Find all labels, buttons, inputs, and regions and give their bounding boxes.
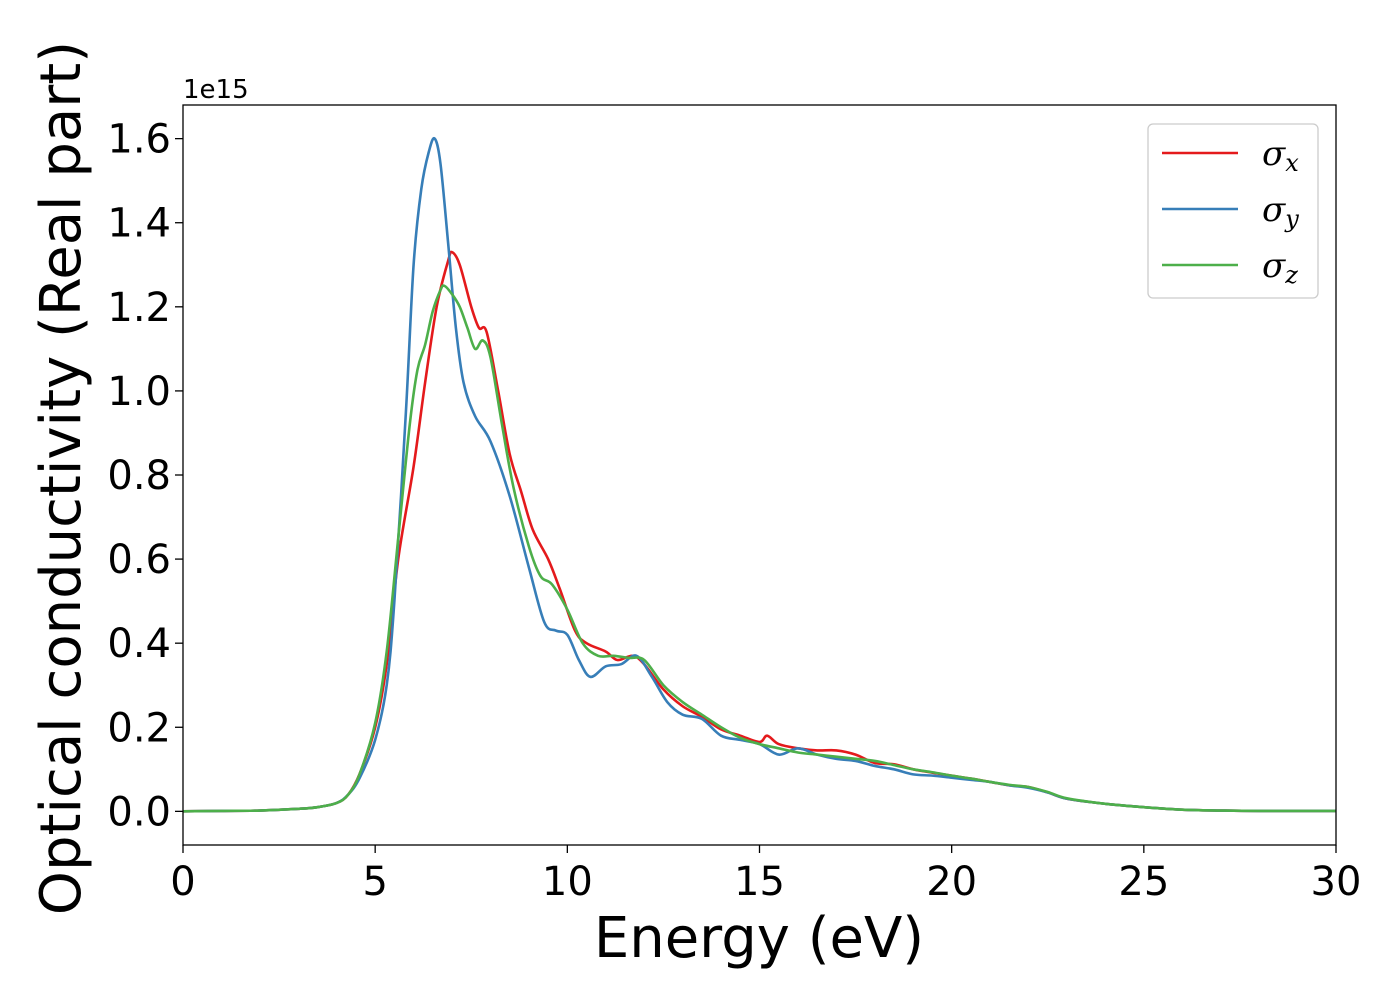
legend-entries: σx σy σz bbox=[1162, 134, 1299, 289]
y-tick-label: 1.4 bbox=[107, 201, 171, 247]
series-layer bbox=[182, 136, 1337, 813]
y-tick-label: 0.4 bbox=[107, 621, 171, 667]
x-tick-label: 10 bbox=[542, 859, 593, 905]
x-tick-label: 20 bbox=[926, 859, 977, 905]
series-line-sigma-z bbox=[182, 284, 1337, 813]
y-offset-label: 1e15 bbox=[183, 75, 249, 105]
y-tick-label: 0.6 bbox=[107, 537, 171, 583]
y-axis: 0.0 0.2 0.4 0.6 0.8 1.0 1.2 1.4 1.6 bbox=[107, 117, 183, 835]
legend-label-sigma-x: σx bbox=[1262, 134, 1299, 177]
x-tick-label: 5 bbox=[362, 859, 387, 905]
y-tick-label: 0.0 bbox=[107, 789, 171, 835]
x-tick-label: 30 bbox=[1311, 859, 1362, 905]
x-tick-label: 0 bbox=[170, 859, 195, 905]
legend: σx σy σz bbox=[1147, 123, 1319, 299]
y-tick-label: 0.8 bbox=[107, 453, 171, 499]
x-axis-title: Energy (eV) bbox=[594, 906, 924, 971]
y-tick-label: 1.6 bbox=[107, 117, 171, 163]
legend-label-sigma-y: σy bbox=[1262, 190, 1299, 233]
x-tick-label: 15 bbox=[734, 859, 785, 905]
y-tick-label: 1.0 bbox=[107, 369, 171, 415]
x-tick-label: 25 bbox=[1118, 859, 1169, 905]
x-axis: 0 5 10 15 20 25 30 bbox=[170, 845, 1361, 905]
y-tick-label: 1.2 bbox=[107, 285, 171, 331]
y-tick-label: 0.2 bbox=[107, 705, 171, 751]
legend-label-sigma-z: σz bbox=[1262, 246, 1298, 289]
y-axis-title: Optical conductivity (Real part) bbox=[29, 41, 94, 915]
legend-box bbox=[1147, 123, 1319, 299]
